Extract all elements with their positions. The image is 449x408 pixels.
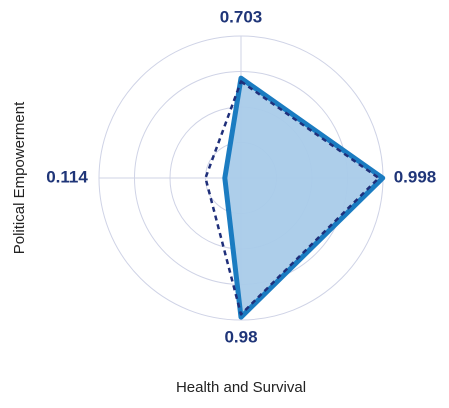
value-label: 0.703	[220, 7, 263, 26]
series-area	[222, 75, 386, 320]
axis-label: Health and Survival	[176, 379, 306, 396]
value-label: 0.998	[394, 167, 437, 186]
axis-label: Political Empowerment	[11, 101, 28, 254]
value-label: 0.98	[224, 327, 257, 346]
dashed-series	[204, 80, 380, 316]
value-label: 0.114	[46, 167, 88, 186]
